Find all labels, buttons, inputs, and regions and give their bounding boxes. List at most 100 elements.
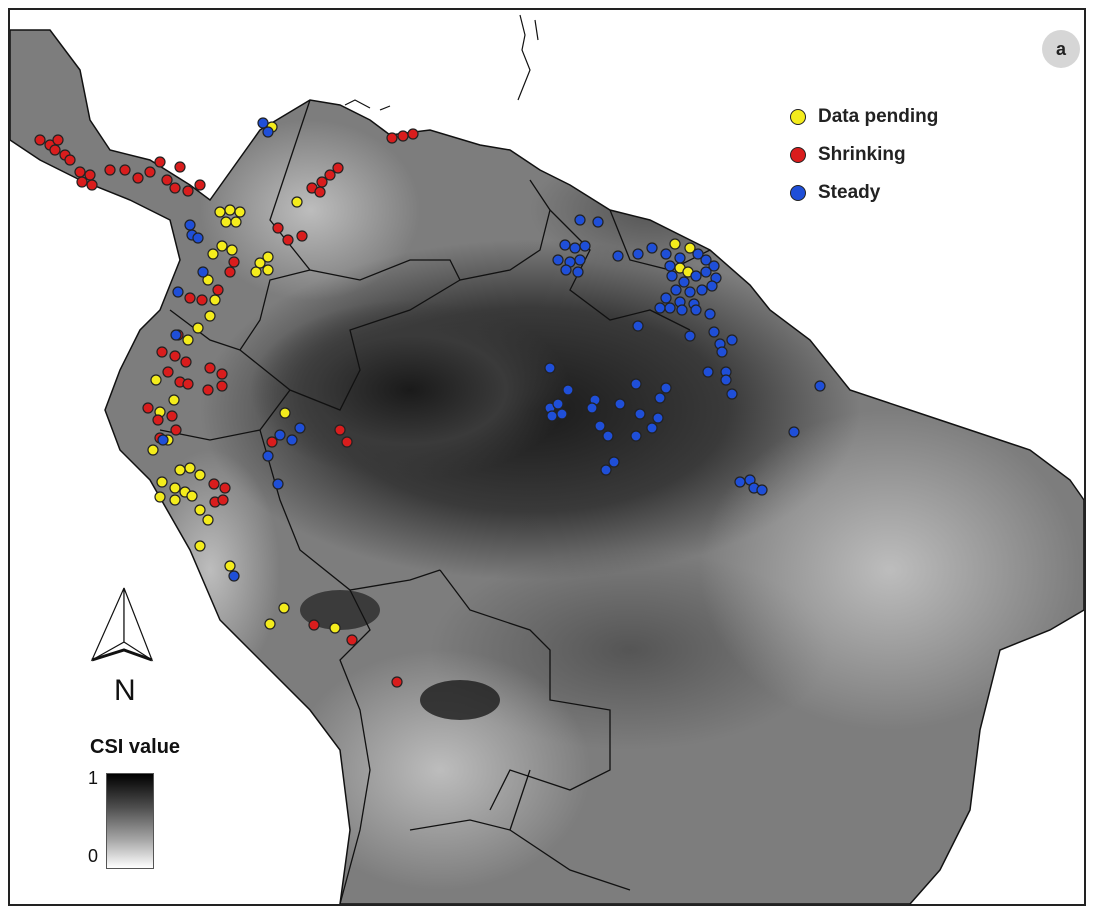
map-marker xyxy=(192,322,204,334)
map-marker xyxy=(202,274,214,286)
map-marker xyxy=(224,266,236,278)
map-marker xyxy=(678,276,690,288)
map-marker xyxy=(76,176,88,188)
map-marker xyxy=(262,450,274,462)
map-marker xyxy=(726,334,738,346)
colorbar xyxy=(106,773,154,869)
map-marker xyxy=(294,422,306,434)
map-marker xyxy=(219,482,231,494)
map-marker xyxy=(212,284,224,296)
map-marker xyxy=(144,166,156,178)
map-marker xyxy=(266,436,278,448)
map-marker xyxy=(52,134,64,146)
map-marker xyxy=(150,374,162,386)
map-marker xyxy=(569,242,581,254)
data-pending-markers xyxy=(147,121,696,634)
map-marker xyxy=(74,166,86,178)
legend-item-shrinking: Shrinking xyxy=(790,136,938,174)
map-marker xyxy=(716,346,728,358)
map-marker xyxy=(224,560,236,572)
map-marker xyxy=(226,244,238,256)
map-marker xyxy=(600,464,612,476)
map-marker xyxy=(64,154,76,166)
map-marker xyxy=(700,254,712,266)
map-marker xyxy=(726,388,738,400)
map-marker xyxy=(194,179,206,191)
map-marker xyxy=(234,206,246,218)
map-marker xyxy=(391,676,403,688)
map-marker xyxy=(184,462,196,474)
map-marker xyxy=(49,144,61,156)
map-marker xyxy=(544,362,556,374)
north-label: N xyxy=(114,674,136,707)
map-marker xyxy=(254,257,266,269)
map-marker xyxy=(204,362,216,374)
map-marker xyxy=(670,284,682,296)
coastline xyxy=(10,29,1084,904)
map-marker xyxy=(262,264,274,276)
map-marker xyxy=(556,408,568,420)
map-marker xyxy=(154,156,166,168)
map-marker xyxy=(194,504,206,516)
map-marker xyxy=(592,216,604,228)
map-marker xyxy=(230,216,242,228)
map-marker xyxy=(669,238,681,250)
map-marker xyxy=(608,456,620,468)
map-marker xyxy=(814,380,826,392)
map-marker xyxy=(209,294,221,306)
map-canvas xyxy=(10,10,1084,904)
map-marker xyxy=(220,216,232,228)
legend-item-steady: Steady xyxy=(790,174,938,212)
map-marker xyxy=(192,232,204,244)
map-marker xyxy=(168,394,180,406)
map-marker xyxy=(316,176,328,188)
map-marker xyxy=(594,420,606,432)
map-marker xyxy=(161,174,173,186)
map-legend: Data pending Shrinking Steady xyxy=(790,98,938,212)
map-marker xyxy=(262,126,274,138)
map-marker xyxy=(632,248,644,260)
steady-markers xyxy=(157,117,826,582)
map-marker xyxy=(174,464,186,476)
map-marker xyxy=(272,478,284,490)
map-marker xyxy=(86,179,98,191)
map-marker xyxy=(156,476,168,488)
map-marker xyxy=(184,292,196,304)
map-marker xyxy=(324,169,336,181)
country-borders xyxy=(159,99,711,904)
map-marker xyxy=(654,302,666,314)
map-marker xyxy=(684,242,696,254)
map-marker xyxy=(132,172,144,184)
map-marker xyxy=(674,252,686,264)
map-marker xyxy=(552,398,564,410)
map-marker xyxy=(334,424,346,436)
map-marker xyxy=(272,222,284,234)
colorbar-title: CSI value xyxy=(90,736,181,758)
map-marker xyxy=(172,286,184,298)
map-marker xyxy=(216,368,228,380)
map-marker xyxy=(734,476,746,488)
map-marker xyxy=(202,514,214,526)
map-marker xyxy=(286,434,298,446)
map-marker xyxy=(562,384,574,396)
map-marker xyxy=(574,254,586,266)
map-marker xyxy=(788,426,800,438)
map-marker xyxy=(184,219,196,231)
map-marker xyxy=(690,304,702,316)
map-marker xyxy=(264,618,276,630)
caribbean-islands xyxy=(344,14,539,111)
map-marker xyxy=(700,266,712,278)
map-marker xyxy=(704,308,716,320)
colorbar-min-label: 0 xyxy=(88,846,99,866)
map-marker xyxy=(182,334,194,346)
map-marker xyxy=(614,398,626,410)
map-marker xyxy=(204,310,216,322)
map-marker xyxy=(186,490,198,502)
map-marker xyxy=(632,320,644,332)
map-marker xyxy=(634,408,646,420)
map-marker xyxy=(630,430,642,442)
map-marker xyxy=(282,234,294,246)
map-marker xyxy=(274,429,286,441)
map-marker xyxy=(572,266,584,278)
map-marker xyxy=(194,540,206,552)
